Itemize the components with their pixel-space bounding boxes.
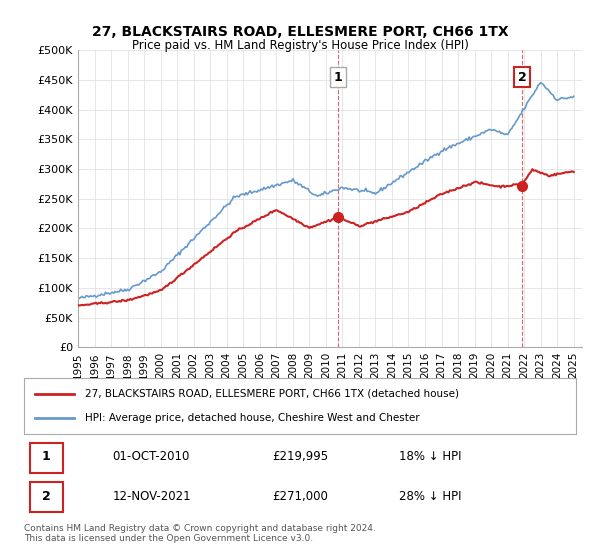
- Text: 28% ↓ HPI: 28% ↓ HPI: [400, 489, 462, 503]
- Text: Price paid vs. HM Land Registry's House Price Index (HPI): Price paid vs. HM Land Registry's House …: [131, 39, 469, 52]
- FancyBboxPatch shape: [29, 482, 62, 512]
- Text: £219,995: £219,995: [272, 450, 329, 464]
- Text: 27, BLACKSTAIRS ROAD, ELLESMERE PORT, CH66 1TX (detached house): 27, BLACKSTAIRS ROAD, ELLESMERE PORT, CH…: [85, 389, 459, 399]
- Text: 18% ↓ HPI: 18% ↓ HPI: [400, 450, 462, 464]
- Text: £271,000: £271,000: [272, 489, 328, 503]
- Text: 1: 1: [42, 450, 50, 464]
- Text: 2: 2: [518, 71, 526, 83]
- Text: 12-NOV-2021: 12-NOV-2021: [112, 489, 191, 503]
- Text: Contains HM Land Registry data © Crown copyright and database right 2024.
This d: Contains HM Land Registry data © Crown c…: [24, 524, 376, 543]
- Text: 1: 1: [334, 71, 343, 83]
- Text: 2: 2: [42, 489, 50, 503]
- FancyBboxPatch shape: [29, 443, 62, 473]
- Text: 27, BLACKSTAIRS ROAD, ELLESMERE PORT, CH66 1TX: 27, BLACKSTAIRS ROAD, ELLESMERE PORT, CH…: [92, 25, 508, 39]
- Text: HPI: Average price, detached house, Cheshire West and Chester: HPI: Average price, detached house, Ches…: [85, 413, 419, 423]
- Text: 01-OCT-2010: 01-OCT-2010: [112, 450, 190, 464]
